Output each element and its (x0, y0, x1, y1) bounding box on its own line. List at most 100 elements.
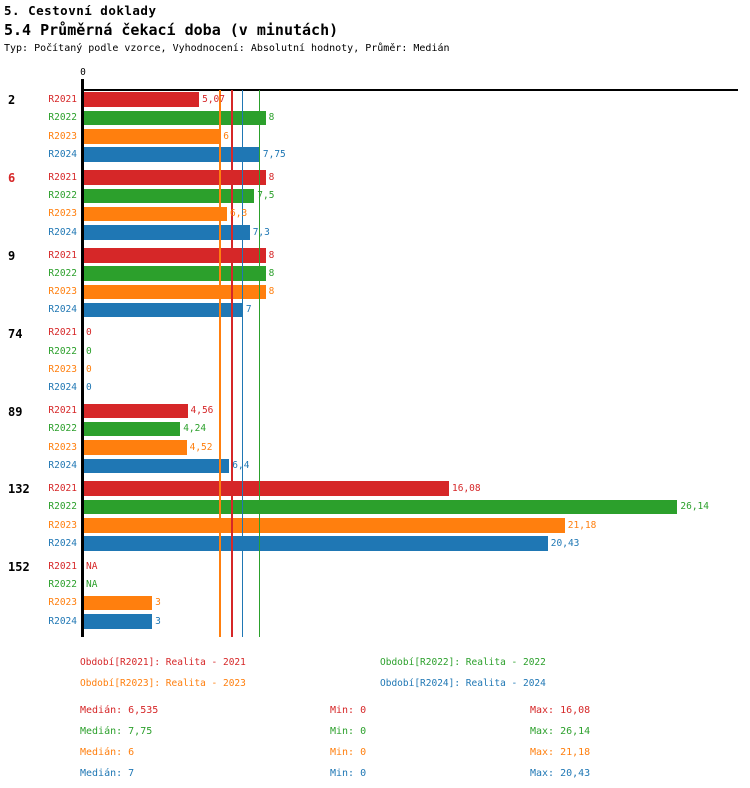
bar-value-label: 6 (223, 130, 229, 142)
bar-R2023 (84, 129, 221, 144)
series-label-R2021: R2021 (48, 93, 77, 105)
bar-value-label: 0 (86, 345, 92, 357)
legend-item-R2023: Období[R2023]: Realita - 2023 (80, 678, 246, 689)
bar-R2023 (84, 284, 266, 300)
series-label-R2021: R2021 (48, 482, 77, 494)
bar-R2022 (84, 266, 266, 281)
bar-value-label: 0 (86, 382, 92, 394)
series-label-R2023: R2023 (48, 286, 77, 298)
category-label: 89 (8, 404, 23, 419)
series-label-R2021: R2021 (48, 560, 77, 572)
bar-value-label: 8 (268, 171, 275, 183)
bar-value-label: 6,4 (232, 460, 250, 471)
series-label-R2024: R2024 (48, 148, 77, 160)
bar-R2023 (84, 518, 565, 533)
axis-zero-label: 0 (80, 67, 86, 78)
stat-min-R2022: Min: 0 (330, 725, 367, 737)
bar-value-label: 8 (268, 112, 275, 124)
bar-R2024 (84, 302, 243, 318)
bar-value-label: 0 (86, 363, 92, 375)
series-label-R2023: R2023 (48, 519, 77, 531)
bar-value-label: 4,56 (190, 405, 214, 417)
category-label: 9 (8, 249, 16, 263)
series-label-R2023: R2023 (48, 597, 77, 609)
stat-max-R2021: Max: 16,08 (530, 705, 591, 716)
median-line-R2024 (241, 90, 244, 637)
bar-R2021 (84, 403, 188, 419)
series-label-R2024: R2024 (48, 460, 77, 471)
bar-value-label: 16,08 (452, 482, 481, 494)
bar-value-label: 5,07 (202, 93, 225, 105)
stat-median-R2024: Medián: 7 (80, 767, 135, 779)
bar-value-label: 20,43 (550, 537, 580, 549)
stat-median-R2021: Medián: 6,535 (80, 705, 159, 716)
series-label-R2022: R2022 (48, 267, 77, 279)
series-label-R2023: R2023 (48, 130, 77, 142)
bar-R2023 (84, 440, 187, 455)
bar-value-label: 3 (155, 597, 161, 609)
legend-item-R2024: Období[R2024]: Realita - 2024 (380, 678, 546, 689)
series-label-R2022: R2022 (48, 345, 77, 357)
bar-value-label: 8 (268, 249, 275, 261)
series-label-R2023: R2023 (48, 363, 77, 375)
bar-R2021 (84, 481, 449, 496)
series-label-R2021: R2021 (48, 249, 77, 261)
category-label: 152 (8, 560, 30, 575)
legend-item-R2021: Období[R2021]: Realita - 2021 (80, 657, 246, 668)
series-label-R2024: R2024 (48, 226, 77, 238)
bar-R2024 (84, 536, 548, 551)
series-label-R2022: R2022 (48, 579, 77, 590)
bar-R2022 (84, 188, 255, 204)
stat-median-R2022: Medián: 7,75 (80, 725, 153, 737)
bar-value-label: 3 (155, 615, 161, 627)
bar-value-label: 8 (268, 286, 275, 298)
bar-value-label: 8 (268, 267, 275, 279)
series-label-R2024: R2024 (48, 615, 77, 627)
bar-R2022 (84, 110, 266, 126)
series-label-R2021: R2021 (48, 405, 77, 417)
bar-R2021 (84, 92, 200, 107)
series-label-R2023: R2023 (48, 208, 77, 220)
series-label-R2021: R2021 (48, 327, 77, 339)
bar-R2023 (84, 595, 153, 611)
x-axis-line (83, 89, 738, 91)
series-label-R2022: R2022 (48, 501, 77, 513)
series-label-R2024: R2024 (48, 304, 77, 316)
stat-min-R2024: Min: 0 (330, 767, 367, 779)
bar-value-label: 7,75 (262, 148, 286, 160)
median-line-R2023 (219, 90, 221, 637)
stat-min-R2023: Min: 0 (330, 746, 367, 758)
stat-max-R2023: Max: 21,18 (530, 746, 591, 758)
stat-max-R2022: Max: 26,14 (530, 725, 591, 737)
y-axis-line (81, 78, 84, 637)
series-label-R2024: R2024 (48, 382, 77, 394)
median-line-R2022 (258, 90, 261, 637)
series-label-R2022: R2022 (48, 423, 77, 435)
category-label: 2 (8, 93, 16, 108)
bar-R2022 (84, 421, 181, 437)
series-label-R2022: R2022 (48, 112, 77, 124)
bar-R2024 (84, 614, 153, 629)
bar-value-label: 0 (86, 327, 92, 339)
bar-R2024 (84, 225, 250, 240)
legend-item-R2022: Období[R2022]: Realita - 2022 (380, 657, 546, 668)
bar-value-label: 4,24 (183, 423, 207, 435)
bar-value-label: 7,3 (252, 226, 270, 238)
chart-title: 5. Cestovní doklady (4, 3, 157, 18)
bar-value-label: 7,5 (257, 190, 275, 201)
bar-value-label: 26,14 (680, 501, 709, 513)
bar-R2021 (84, 248, 266, 263)
bar-value-label: 4,52 (189, 441, 213, 453)
chart-meta: Typ: Počítaný podle vzorce, Vyhodnocení:… (4, 43, 450, 54)
category-label: 74 (8, 326, 23, 341)
bar-value-label: NA (86, 579, 98, 590)
median-line-R2021 (231, 90, 233, 637)
bar-value-label: 7 (245, 304, 252, 316)
stat-median-R2023: Medián: 6 (80, 746, 135, 758)
bar-value-label: 21,18 (567, 519, 597, 531)
bar-value-label: 6,3 (230, 208, 248, 220)
series-label-R2022: R2022 (48, 190, 77, 201)
bar-R2024 (84, 458, 230, 474)
bar-R2024 (84, 147, 260, 162)
